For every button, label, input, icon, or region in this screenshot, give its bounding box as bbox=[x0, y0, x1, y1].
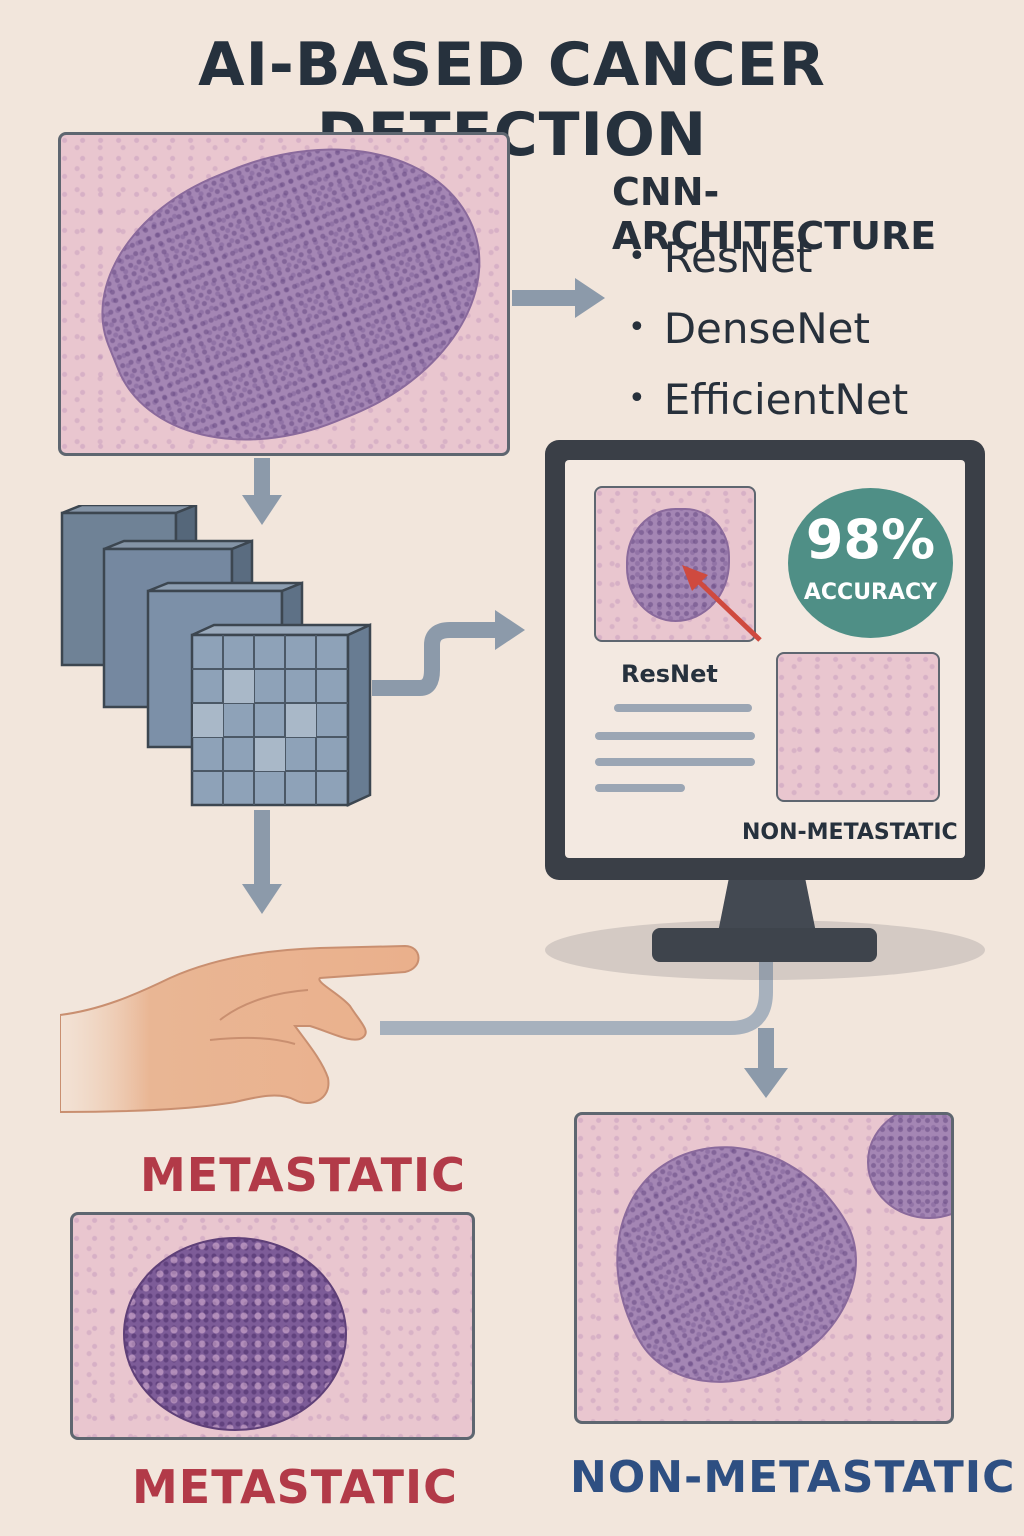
input-tissue-image bbox=[58, 132, 510, 456]
metastatic-label-top: METASTATIC bbox=[140, 1148, 466, 1202]
metastatic-label-bottom: METASTATIC bbox=[132, 1460, 458, 1514]
text-line bbox=[595, 784, 685, 792]
metastatic-tissue-image bbox=[70, 1212, 475, 1440]
arrow-to-monitor bbox=[372, 622, 500, 696]
accuracy-badge: 98% ACCURACY bbox=[788, 488, 953, 638]
cnn-item-efficientnet: EfficientNet bbox=[628, 367, 909, 438]
non-metastatic-tissue-image bbox=[574, 1112, 954, 1424]
cnn-item-densenet: DenseNet bbox=[628, 296, 908, 367]
highlight-arrow-icon bbox=[682, 565, 762, 642]
monitor-stand bbox=[717, 880, 817, 935]
screen-texture-patch bbox=[776, 652, 940, 802]
accuracy-value: 98% bbox=[805, 508, 936, 571]
cnn-item-resnet: ResNet bbox=[628, 225, 908, 296]
page-title: AI-BASED CANCER DETECTION bbox=[198, 30, 826, 170]
hand-pointing-icon bbox=[60, 944, 420, 1114]
arrow-head-cnn-text bbox=[575, 278, 605, 318]
arrow-head-hand bbox=[242, 884, 282, 914]
accuracy-label: ACCURACY bbox=[803, 580, 938, 605]
non-metastatic-label-bottom: NON-METASTATIC bbox=[570, 1452, 1016, 1503]
screen-result-label: NON-METASTATIC bbox=[742, 820, 958, 845]
arrow-head-monitor bbox=[495, 610, 525, 650]
feature-map-cubes-icon bbox=[60, 505, 372, 807]
screen-thumbnail bbox=[594, 486, 756, 642]
cnn-architecture-list: ResNet DenseNet EfficientNet bbox=[628, 225, 909, 438]
monitor-base bbox=[652, 928, 877, 962]
connector-hand-monitor bbox=[380, 962, 773, 1035]
text-line bbox=[595, 758, 755, 766]
arrow-head-non-metastatic bbox=[744, 1068, 788, 1098]
text-line bbox=[595, 732, 755, 740]
arrow-head-cubes bbox=[242, 495, 282, 525]
screen-model-label: ResNet bbox=[621, 660, 718, 688]
text-line bbox=[614, 704, 752, 712]
